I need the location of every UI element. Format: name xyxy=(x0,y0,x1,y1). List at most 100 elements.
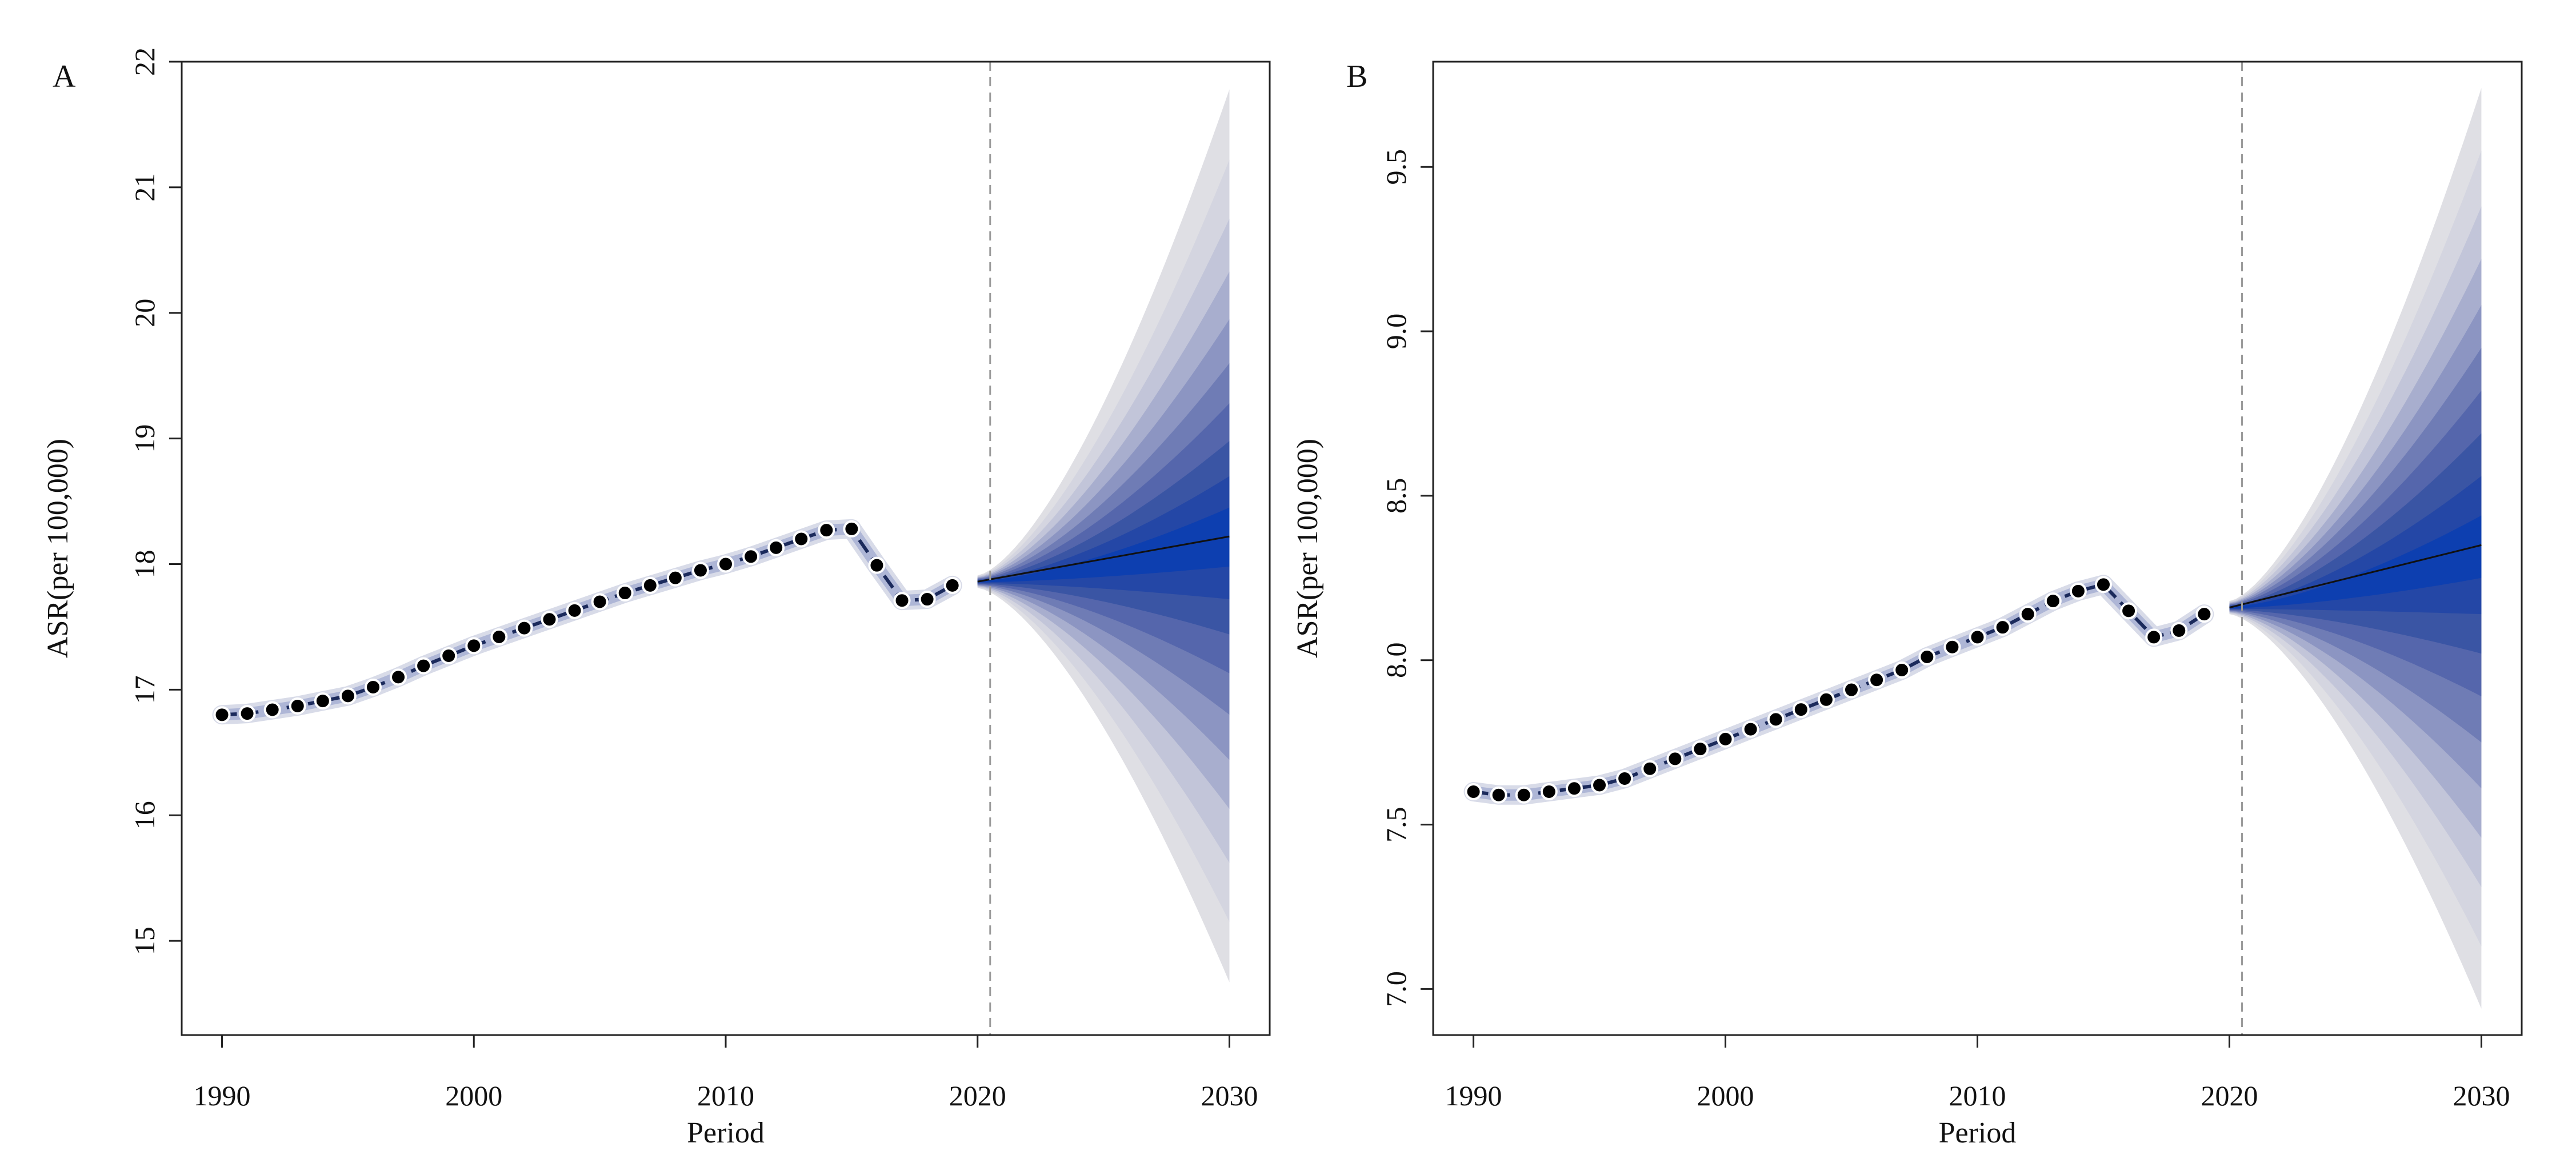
x-tick-label: 1990 xyxy=(1445,1080,1502,1112)
panel-letter: A xyxy=(53,59,76,94)
observed-point xyxy=(2094,576,2112,593)
observed-point xyxy=(339,687,357,705)
observed-point xyxy=(1943,638,1961,656)
observed-point xyxy=(918,591,936,608)
observed-point xyxy=(1666,750,1684,768)
observed-point xyxy=(440,647,458,664)
y-tick-label: 15 xyxy=(129,927,161,955)
observed-point xyxy=(1792,701,1810,719)
x-tick-label: 2010 xyxy=(697,1080,754,1112)
observed-point xyxy=(490,628,508,646)
observed-point xyxy=(1918,648,1936,665)
projection-band-1 xyxy=(2229,515,2482,608)
observed-point xyxy=(1868,671,1886,689)
observed-point xyxy=(1742,720,1759,738)
x-tick-label: 2020 xyxy=(2201,1080,2258,1112)
observed-point xyxy=(238,705,256,723)
observed-point xyxy=(289,697,306,715)
observed-point xyxy=(390,668,407,686)
x-axis-title: Period xyxy=(1939,1117,2017,1149)
observed-point xyxy=(541,611,558,628)
y-tick-label: 18 xyxy=(129,550,161,578)
observed-point xyxy=(691,562,709,579)
y-tick-label: 20 xyxy=(129,299,161,327)
y-axis-title: ASR(per 100,000) xyxy=(42,439,74,658)
observed-point xyxy=(2195,605,2213,623)
observed-point xyxy=(1994,619,2011,636)
observed-point xyxy=(591,593,609,611)
observed-point xyxy=(2170,621,2188,639)
y-tick-label: 17 xyxy=(129,675,161,704)
observed-point xyxy=(1540,783,1558,800)
observed-point xyxy=(641,576,659,594)
observed-point xyxy=(1843,681,1861,699)
observed-point xyxy=(1465,783,1482,800)
observed-line xyxy=(222,527,954,717)
x-tick-label: 2030 xyxy=(1201,1080,1258,1112)
observed-point xyxy=(717,555,734,573)
observed-point xyxy=(1616,769,1634,787)
observed-point xyxy=(1565,780,1583,797)
observed-point xyxy=(742,548,760,566)
y-tick-label: 9.0 xyxy=(1380,314,1412,350)
x-tick-label: 2000 xyxy=(445,1080,502,1112)
observed-halo-inner xyxy=(216,523,958,721)
panel-a: 1990 2000 2010 2020 2030 15 16 17 18 19 20 21 22 Peri… xyxy=(42,47,1271,1149)
observed-point xyxy=(843,520,861,538)
x-tick-label: 2010 xyxy=(1949,1080,2006,1112)
observed-point xyxy=(314,692,331,710)
observed-point xyxy=(213,706,231,724)
observed-point xyxy=(1817,691,1835,708)
observed-point xyxy=(818,522,835,539)
observed-point xyxy=(2044,592,2062,610)
observed-halo-inner xyxy=(1467,579,2210,801)
y-tick-label: 7.5 xyxy=(1380,807,1412,843)
observed-point xyxy=(263,701,281,719)
observed-point xyxy=(767,539,785,556)
y-tick-label: 21 xyxy=(129,173,161,202)
observed-point xyxy=(1691,740,1709,758)
x-tick-label: 2020 xyxy=(949,1080,1006,1112)
y-tick-label: 7.0 xyxy=(1380,971,1412,1007)
y-tick-label: 19 xyxy=(129,424,161,453)
projection-mean-line xyxy=(977,535,1230,583)
observed-point xyxy=(465,637,483,655)
y-axis-title: ASR(per 100,000) xyxy=(1291,439,1324,658)
observed-point xyxy=(2120,602,2138,620)
observed-point xyxy=(1515,786,1533,804)
observed-point xyxy=(515,619,533,637)
observed-point xyxy=(1641,760,1659,777)
observed-point xyxy=(364,678,382,696)
x-tick-label: 2000 xyxy=(1697,1080,1754,1112)
observed-point xyxy=(1767,711,1785,728)
observed-point xyxy=(2069,582,2087,600)
observed-point xyxy=(666,569,684,587)
panel-letter: B xyxy=(1346,59,1367,94)
observed-halo-outer xyxy=(212,519,962,725)
observed-point xyxy=(566,601,583,619)
observed-point xyxy=(893,592,911,609)
observed-point xyxy=(1591,776,1609,794)
projection-band-1 xyxy=(977,507,1230,583)
observed-point xyxy=(415,657,433,675)
y-tick-label: 8.5 xyxy=(1380,478,1412,514)
y-tick-label: 22 xyxy=(129,47,161,76)
x-axis-title: Period xyxy=(687,1117,765,1149)
observed-point xyxy=(868,556,886,574)
y-tick-label: 9.5 xyxy=(1380,149,1412,185)
x-tick-label: 2030 xyxy=(2453,1080,2510,1112)
y-tick-label: 8.0 xyxy=(1380,642,1412,678)
observed-point xyxy=(943,576,961,594)
observed-point xyxy=(1717,730,1734,748)
y-tick-label: 16 xyxy=(129,801,161,829)
observed-point xyxy=(616,584,634,602)
x-tick-label: 1990 xyxy=(194,1080,251,1112)
observed-point xyxy=(793,530,810,548)
observed-point xyxy=(2145,628,2163,646)
panel-b: 1990 2000 2010 2020 2030 7.0 7.5 8.0 8.5 9.0 9.5 Pe… xyxy=(1291,59,2523,1149)
observed-point xyxy=(1969,628,1986,646)
observed-point xyxy=(2019,605,2037,623)
projection-mean-line xyxy=(2229,544,2482,609)
observed-point xyxy=(1490,786,1507,804)
